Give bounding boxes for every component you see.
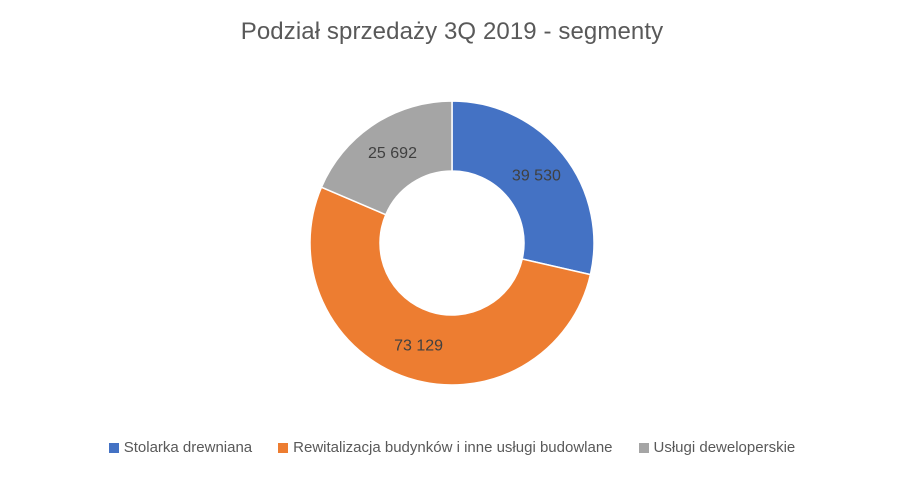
donut-slice-rewitalizacja [309,186,592,386]
data-label-stolarka: 39 530 [512,168,561,185]
donut-slice-deweloperskie [320,100,453,216]
data-label-deweloperskie: 25 692 [368,145,417,162]
legend-swatch-rewitalizacja [278,442,289,453]
legend-item-stolarka: Stolarka drewniana [108,439,253,456]
legend-swatch-stolarka [108,442,119,453]
legend-item-deweloperskie: Usługi deweloperskie [638,439,796,456]
chart-legend: Stolarka drewniana Rewitalizacja budynkó… [0,439,904,456]
legend-label-rewitalizacja: Rewitalizacja budynków i inne usługi bud… [293,439,613,456]
chart-title: Podział sprzedaży 3Q 2019 - segmenty [240,18,664,45]
legend-swatch-deweloperskie [638,442,649,453]
legend-label-deweloperskie: Usługi deweloperskie [653,439,796,456]
legend-item-rewitalizacja: Rewitalizacja budynków i inne usługi bud… [278,439,613,456]
legend-label-stolarka: Stolarka drewniana [123,439,253,456]
data-label-rewitalizacja: 73 129 [394,338,443,355]
donut-slice-stolarka [451,100,595,276]
